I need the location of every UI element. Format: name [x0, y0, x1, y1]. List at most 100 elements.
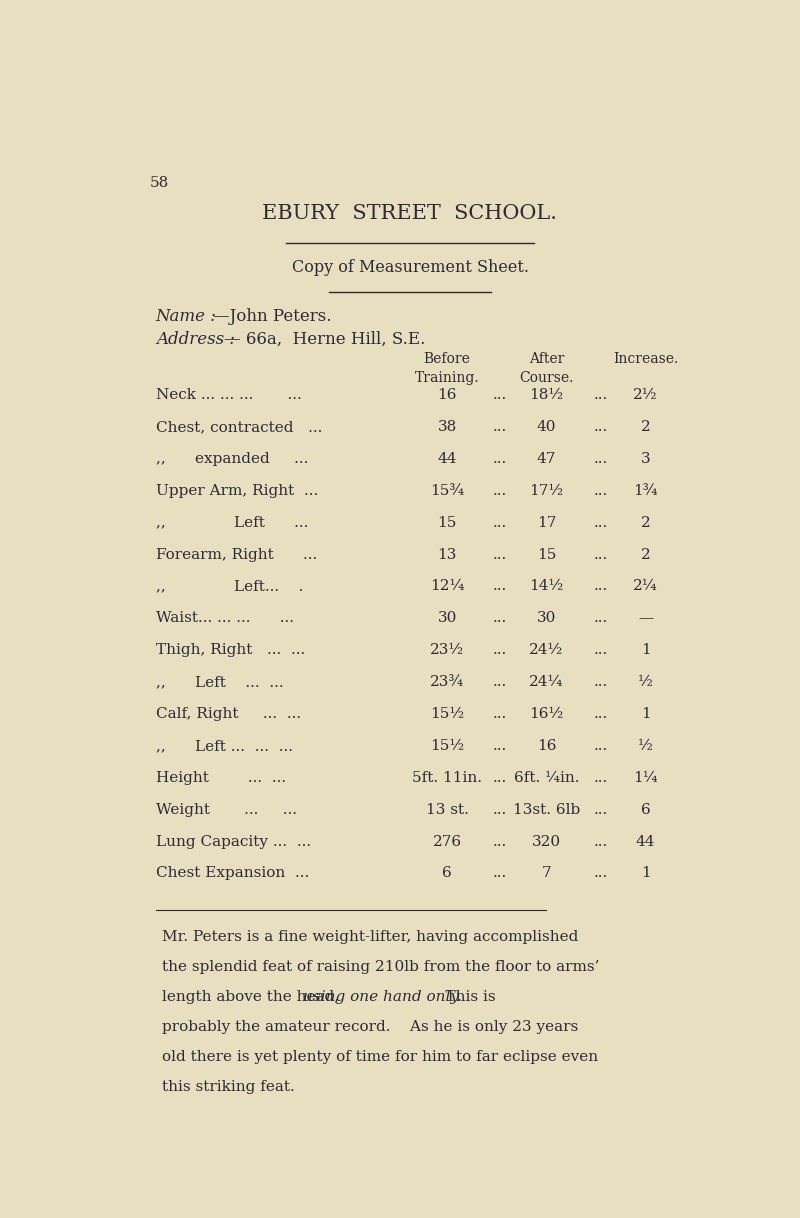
Text: 40: 40	[537, 420, 556, 434]
Text: Name :: Name :	[156, 308, 217, 325]
Text: Waist... ... ...      ...: Waist... ... ... ...	[156, 611, 294, 625]
Text: length above the head,: length above the head,	[162, 990, 344, 1004]
Text: ...: ...	[594, 611, 608, 625]
Text: 2: 2	[641, 420, 650, 434]
Text: 2: 2	[641, 548, 650, 561]
Text: 23½: 23½	[430, 643, 464, 658]
Text: This is: This is	[426, 990, 496, 1004]
Text: Neck ... ... ...       ...: Neck ... ... ... ...	[156, 389, 302, 402]
Text: ,,      expanded     ...: ,, expanded ...	[156, 452, 308, 466]
Text: 15½: 15½	[430, 706, 464, 721]
Text: —John Peters.: —John Peters.	[213, 308, 331, 325]
Text: 24½: 24½	[530, 643, 563, 658]
Text: 14½: 14½	[530, 580, 563, 593]
Text: Increase.: Increase.	[613, 352, 678, 367]
Text: ½: ½	[638, 739, 653, 753]
Text: 15: 15	[438, 515, 457, 530]
Text: 15½: 15½	[430, 739, 464, 753]
Text: EBURY  STREET  SCHOOL.: EBURY STREET SCHOOL.	[262, 205, 558, 223]
Text: 2½: 2½	[634, 389, 658, 402]
Text: 13: 13	[438, 548, 457, 561]
Text: 44: 44	[438, 452, 457, 466]
Text: ,,      Left ...  ...  ...: ,, Left ... ... ...	[156, 739, 293, 753]
Text: ...: ...	[594, 548, 608, 561]
Text: ,,              Left...    .: ,, Left... .	[156, 580, 303, 593]
Text: ...: ...	[493, 515, 507, 530]
Text: 2: 2	[641, 515, 650, 530]
Text: 2¼: 2¼	[634, 580, 658, 593]
Text: ...: ...	[594, 515, 608, 530]
Text: ...: ...	[594, 580, 608, 593]
Text: Lung Capacity ...  ...: Lung Capacity ... ...	[156, 834, 311, 849]
Text: ...: ...	[594, 452, 608, 466]
Text: Chest Expansion  ...: Chest Expansion ...	[156, 866, 309, 881]
Text: 17½: 17½	[530, 484, 563, 498]
Text: 58: 58	[150, 177, 169, 190]
Text: ½: ½	[638, 675, 653, 689]
Text: 1: 1	[641, 866, 650, 881]
Text: ...: ...	[594, 420, 608, 434]
Text: ...: ...	[493, 611, 507, 625]
Text: 16: 16	[438, 389, 457, 402]
Text: ...: ...	[493, 484, 507, 498]
Text: ...: ...	[493, 420, 507, 434]
Text: After
Course.: After Course.	[519, 352, 574, 385]
Text: ,,      Left    ...  ...: ,, Left ... ...	[156, 675, 283, 689]
Text: 24¼: 24¼	[530, 675, 563, 689]
Text: old there is yet plenty of time for him to far eclipse even: old there is yet plenty of time for him …	[162, 1050, 598, 1065]
Text: ...: ...	[594, 866, 608, 881]
Text: 15¾: 15¾	[430, 484, 464, 498]
Text: probably the amateur record.    As he is only 23 years: probably the amateur record. As he is on…	[162, 1021, 578, 1034]
Text: —: —	[638, 611, 654, 625]
Text: 44: 44	[636, 834, 655, 849]
Text: ...: ...	[493, 675, 507, 689]
Text: ...: ...	[594, 643, 608, 658]
Text: ...: ...	[493, 548, 507, 561]
Text: Address :: Address :	[156, 331, 235, 348]
Text: 6ft. ¼in.: 6ft. ¼in.	[514, 771, 579, 784]
Text: ...: ...	[493, 580, 507, 593]
Text: 16½: 16½	[530, 706, 563, 721]
Text: ...: ...	[493, 706, 507, 721]
Text: 3: 3	[641, 452, 650, 466]
Text: ...: ...	[493, 834, 507, 849]
Text: Before
Training.: Before Training.	[415, 352, 479, 385]
Text: 6: 6	[442, 866, 452, 881]
Text: this striking feat.: this striking feat.	[162, 1080, 294, 1094]
Text: 18½: 18½	[530, 389, 563, 402]
Text: 7: 7	[542, 866, 551, 881]
Text: Upper Arm, Right  ...: Upper Arm, Right ...	[156, 484, 318, 498]
Text: the splendid feat of raising 210lb from the floor to arms’: the splendid feat of raising 210lb from …	[162, 960, 599, 974]
Text: 47: 47	[537, 452, 556, 466]
Text: ...: ...	[493, 452, 507, 466]
Text: ...: ...	[493, 866, 507, 881]
Text: Thigh, Right   ...  ...: Thigh, Right ... ...	[156, 643, 305, 658]
Text: ...: ...	[594, 675, 608, 689]
Text: 320: 320	[532, 834, 561, 849]
Text: ...: ...	[594, 389, 608, 402]
Text: ...: ...	[594, 484, 608, 498]
Text: ...: ...	[493, 771, 507, 784]
Text: 30: 30	[438, 611, 457, 625]
Text: Chest, contracted   ...: Chest, contracted ...	[156, 420, 322, 434]
Text: ,,              Left      ...: ,, Left ...	[156, 515, 308, 530]
Text: 12¼: 12¼	[430, 580, 464, 593]
Text: Forearm, Right      ...: Forearm, Right ...	[156, 548, 317, 561]
Text: ...: ...	[493, 389, 507, 402]
Text: 6: 6	[641, 803, 650, 816]
Text: Calf, Right     ...  ...: Calf, Right ... ...	[156, 706, 301, 721]
Text: — 66a,  Herne Hill, S.E.: — 66a, Herne Hill, S.E.	[224, 331, 426, 348]
Text: 30: 30	[537, 611, 556, 625]
Text: ...: ...	[493, 739, 507, 753]
Text: ...: ...	[493, 803, 507, 816]
Text: ...: ...	[594, 706, 608, 721]
Text: ...: ...	[594, 771, 608, 784]
Text: 17: 17	[537, 515, 556, 530]
Text: ...: ...	[594, 739, 608, 753]
Text: 1: 1	[641, 643, 650, 658]
Text: 23¾: 23¾	[430, 675, 464, 689]
Text: using one hand only.: using one hand only.	[303, 990, 462, 1004]
Text: 38: 38	[438, 420, 457, 434]
Text: ...: ...	[594, 803, 608, 816]
Text: ...: ...	[594, 834, 608, 849]
